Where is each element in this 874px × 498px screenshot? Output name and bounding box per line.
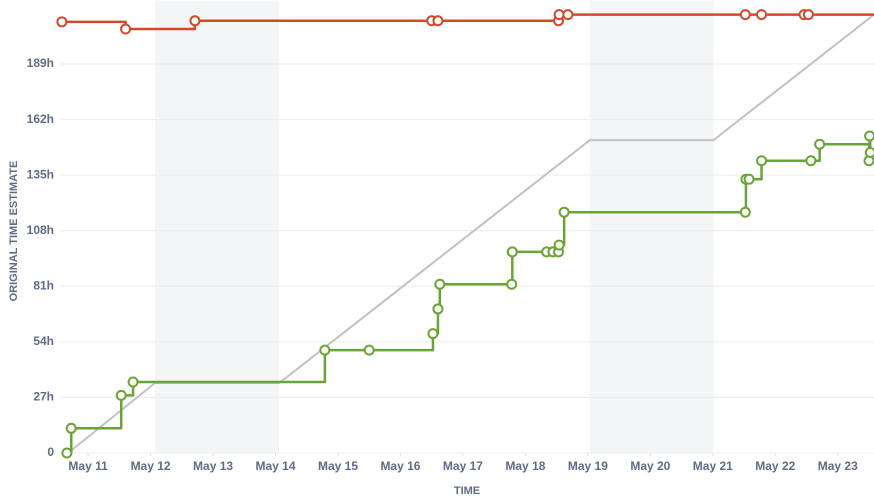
x-tick-label: May 18	[505, 459, 545, 473]
non-working-range	[154, 0, 280, 453]
y-tick-label: 108h	[27, 223, 54, 237]
point	[56, 16, 68, 28]
point	[558, 206, 570, 218]
x-tick-label: May 11	[68, 459, 108, 473]
x-tick-label: May 12	[131, 459, 171, 473]
point	[506, 278, 518, 290]
point	[739, 9, 751, 21]
point	[432, 15, 444, 27]
shade-layer	[154, 0, 714, 453]
x-tick-label: May 15	[318, 459, 358, 473]
y-tick-label: 27h	[33, 390, 54, 404]
point	[802, 9, 814, 21]
x-tick-label: May 17	[443, 459, 483, 473]
point	[61, 447, 73, 459]
x-axis-title: TIME	[454, 485, 480, 497]
point	[115, 389, 127, 401]
point	[756, 155, 768, 167]
point	[65, 422, 77, 434]
point	[120, 23, 132, 35]
series-line	[67, 13, 874, 454]
x-tick-label: May 22	[755, 459, 795, 473]
x-tick-label: May 19	[568, 459, 608, 473]
point	[864, 130, 874, 142]
x-tick-label: May 21	[693, 459, 733, 473]
x-tick-label: May 20	[630, 459, 670, 473]
y-tick-label: 81h	[33, 278, 54, 292]
label-layer: 0 27h 54h 81h 108h 135h 162h 189h May 11 May 12 Ma…	[27, 56, 858, 473]
x-tick-label: May 14	[256, 459, 296, 473]
point	[363, 344, 375, 356]
point	[553, 9, 565, 21]
point	[553, 239, 565, 251]
point	[756, 9, 768, 21]
point	[506, 246, 518, 258]
x-tick-label: May 13	[193, 459, 233, 473]
y-tick-label: 0	[47, 445, 54, 459]
y-tick-label: 162h	[27, 112, 54, 126]
y-tick-label: 135h	[27, 167, 54, 181]
point	[189, 15, 201, 27]
point	[562, 9, 574, 21]
y-tick-label: 189h	[27, 56, 54, 70]
x-tick-label: May 16	[380, 459, 420, 473]
grid-layer	[60, 63, 874, 456]
y-axis-title: ORIGINAL TIME ESTIMATE	[8, 161, 20, 302]
point	[432, 303, 444, 315]
point	[434, 278, 446, 290]
point	[743, 173, 755, 185]
marker-layer	[56, 9, 874, 459]
point	[739, 206, 751, 218]
x-tick-label: May 23	[818, 459, 858, 473]
non-working-range	[589, 0, 714, 453]
point	[805, 155, 817, 167]
point	[319, 344, 331, 356]
y-tick-label: 54h	[33, 334, 54, 348]
point	[864, 147, 874, 159]
point	[127, 376, 139, 388]
point	[427, 328, 439, 340]
point	[814, 138, 826, 150]
